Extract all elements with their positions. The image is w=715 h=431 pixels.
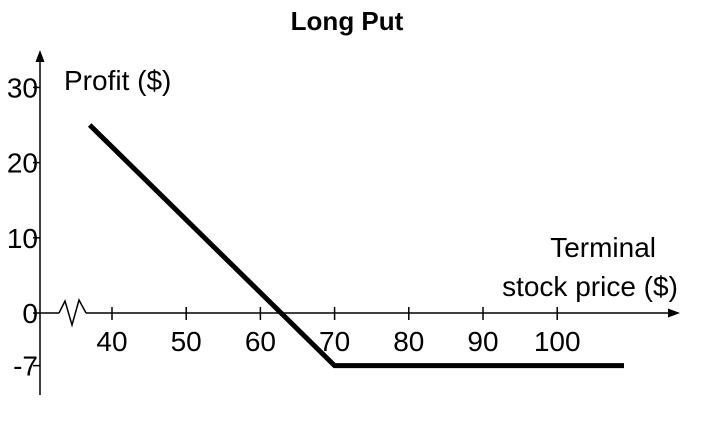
x-axis-break-zigzag — [58, 298, 87, 328]
x-axis-label: Terminal stock price ($) — [502, 232, 678, 302]
x-tick-label: 90 — [467, 326, 498, 357]
series-layer — [87, 123, 624, 369]
y-tick-label: 30 — [7, 72, 38, 103]
y-axis-arrowhead — [35, 50, 45, 62]
x-tick-label: 50 — [171, 326, 202, 357]
y-tick-label: 20 — [7, 148, 38, 179]
x-tick-label: 70 — [319, 326, 350, 357]
x-tick-label: 40 — [96, 326, 127, 357]
x-axis-label-line-2: stock price ($) — [502, 271, 678, 302]
x-tick-group: 40 50 60 70 80 90 100 — [96, 307, 581, 357]
x-tick-label: 60 — [245, 326, 276, 357]
y-tick-label: 10 — [7, 223, 38, 254]
y-tick-label: 0 — [22, 298, 38, 329]
y-axis-label: Profit ($) — [64, 65, 171, 96]
y-tick-label: -7 — [13, 351, 38, 382]
x-tick-label: 100 — [534, 326, 581, 357]
x-axis-label-line-1: Terminal — [550, 232, 656, 263]
payoff-line — [87, 123, 624, 369]
x-axis-arrowhead — [668, 308, 680, 318]
chart-title: Long Put — [291, 6, 404, 36]
x-tick-label: 80 — [393, 326, 424, 357]
y-tick-group: 30 20 10 0 -7 — [7, 72, 40, 382]
